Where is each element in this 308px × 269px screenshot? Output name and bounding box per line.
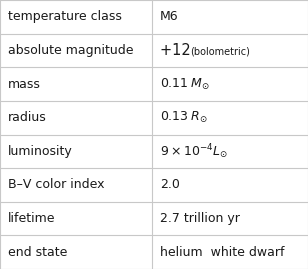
Text: mass: mass [8, 77, 41, 91]
Text: helium  white dwarf: helium white dwarf [160, 246, 285, 259]
Text: luminosity: luminosity [8, 145, 73, 158]
Text: (bolometric): (bolometric) [190, 47, 250, 56]
Text: lifetime: lifetime [8, 212, 55, 225]
Text: +12: +12 [160, 43, 200, 58]
Text: 0.13 $\mathit{R}_{\odot}$: 0.13 $\mathit{R}_{\odot}$ [160, 110, 208, 125]
Text: absolute magnitude: absolute magnitude [8, 44, 133, 57]
Text: 2.7 trillion yr: 2.7 trillion yr [160, 212, 240, 225]
Text: B–V color index: B–V color index [8, 178, 104, 192]
Text: temperature class: temperature class [8, 10, 122, 23]
Text: $9\times10^{-4}\mathit{L}_{\odot}$: $9\times10^{-4}\mathit{L}_{\odot}$ [160, 142, 228, 161]
Text: 2.0: 2.0 [160, 178, 180, 192]
Text: M6: M6 [160, 10, 179, 23]
Text: 0.11 $\mathit{M}_{\odot}$: 0.11 $\mathit{M}_{\odot}$ [160, 76, 210, 92]
Text: radius: radius [8, 111, 47, 124]
Text: end state: end state [8, 246, 67, 259]
